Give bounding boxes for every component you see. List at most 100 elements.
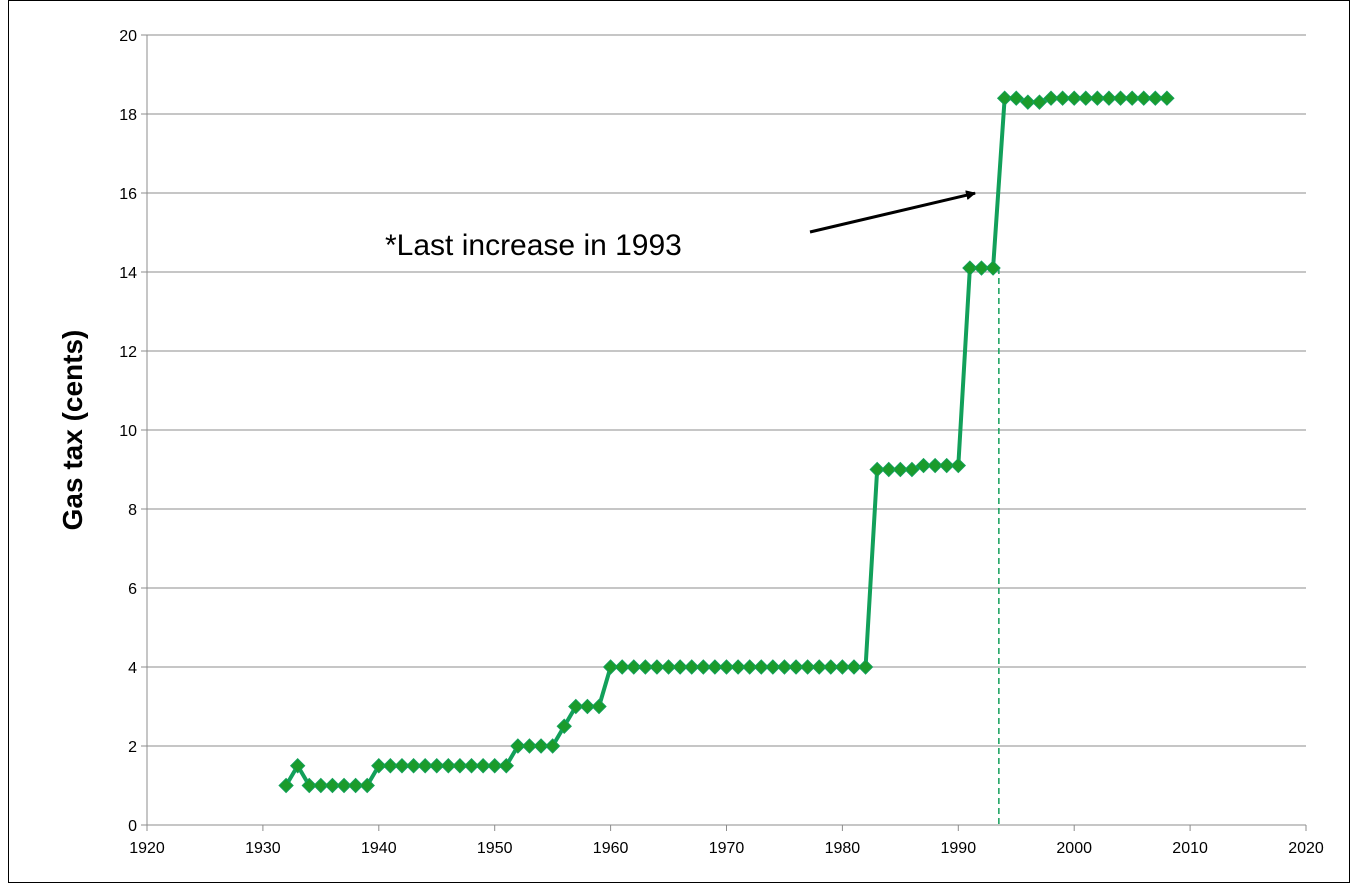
y-tick-label: 4 [128, 660, 137, 677]
data-point [915, 457, 932, 474]
x-tick-label: 1970 [709, 840, 745, 857]
data-point [672, 659, 688, 675]
x-tick-label: 1930 [245, 840, 281, 857]
annotation-arrow [809, 190, 977, 234]
data-point [707, 659, 723, 675]
data-point [881, 461, 897, 478]
data-point [718, 659, 735, 675]
x-tick-label: 1960 [593, 840, 629, 857]
y-axis-title: Gas tax (cents) [57, 330, 88, 531]
x-tick-label: 2020 [1288, 840, 1324, 857]
data-point [892, 461, 909, 478]
data-point [1066, 90, 1082, 106]
data-point [869, 461, 885, 478]
data-point [324, 777, 341, 794]
y-tick-label: 16 [119, 186, 137, 203]
data-point [1112, 90, 1129, 106]
data-point [834, 659, 851, 675]
data-point [1089, 90, 1106, 106]
y-tick-label: 10 [119, 423, 137, 440]
data-point [313, 777, 329, 794]
data-point [1043, 90, 1059, 106]
y-tick-label: 20 [119, 28, 137, 45]
y-tick-label: 8 [128, 502, 137, 519]
data-point [811, 659, 827, 675]
data-point [950, 457, 967, 474]
data-point [463, 758, 480, 774]
x-tick-label: 1920 [129, 840, 165, 857]
data-point [382, 758, 399, 774]
data-point [927, 457, 943, 474]
data-point [440, 758, 457, 774]
data-point [996, 90, 1013, 106]
data-point [765, 659, 781, 675]
annotation-text: *Last increase in 1993 [385, 229, 682, 262]
data-point [973, 260, 990, 276]
data-point [799, 659, 816, 675]
data-point [637, 659, 654, 675]
data-point [1078, 90, 1094, 106]
data-point [695, 659, 712, 675]
data-point [347, 777, 364, 794]
data-point [475, 758, 491, 774]
x-tick-label: 1990 [941, 840, 977, 857]
y-tick-label: 6 [128, 581, 137, 598]
x-tick-label: 2000 [1056, 840, 1092, 857]
data-point [498, 758, 514, 774]
data-point [289, 758, 306, 774]
data-point [846, 659, 862, 675]
data-point [568, 698, 584, 715]
data-point [602, 659, 619, 675]
y-tick-label: 12 [119, 344, 137, 361]
data-point [857, 659, 874, 675]
data-point [962, 260, 978, 276]
data-point [579, 698, 596, 715]
data-point [394, 758, 410, 774]
data-point [556, 718, 572, 734]
data-point [336, 777, 352, 794]
data-point [486, 758, 503, 774]
data-point [684, 659, 700, 675]
data-point [1136, 90, 1152, 106]
data-point [533, 738, 549, 754]
x-tick-label: 1980 [825, 840, 861, 857]
data-point [1020, 94, 1036, 110]
y-tick-label: 2 [128, 739, 137, 756]
data-point [429, 758, 445, 774]
x-tick-label: 1940 [361, 840, 397, 857]
markers-layer [278, 90, 1175, 794]
data-point [1031, 94, 1048, 110]
data-point [660, 659, 677, 675]
y-tick-label: 0 [128, 818, 137, 835]
series-layer [284, 96, 1167, 788]
data-point [452, 758, 468, 774]
x-tick-label: 1950 [477, 840, 513, 857]
data-point [776, 659, 793, 675]
data-point [904, 461, 920, 478]
gridlines [147, 34, 1306, 747]
x-tick-label: 2010 [1172, 840, 1208, 857]
data-point [1101, 90, 1117, 106]
data-point [788, 659, 804, 675]
axes [141, 34, 1307, 831]
data-point [359, 777, 375, 794]
data-point [1124, 90, 1140, 106]
data-point [649, 659, 665, 675]
data-point [614, 659, 630, 675]
data-point [626, 659, 642, 675]
data-point [521, 738, 538, 754]
data-point [591, 698, 607, 715]
annotation-layer: *Last increase in 1993 [385, 190, 977, 262]
series-line [284, 96, 1167, 788]
data-point [278, 777, 294, 794]
y-tick-label: 14 [119, 265, 137, 282]
data-point [371, 758, 387, 774]
data-point [405, 758, 422, 774]
data-point [1159, 90, 1175, 106]
data-point [985, 260, 1001, 276]
chart-frame [8, 0, 1350, 883]
data-point [301, 777, 317, 794]
data-point [544, 738, 561, 754]
data-point [823, 659, 839, 675]
